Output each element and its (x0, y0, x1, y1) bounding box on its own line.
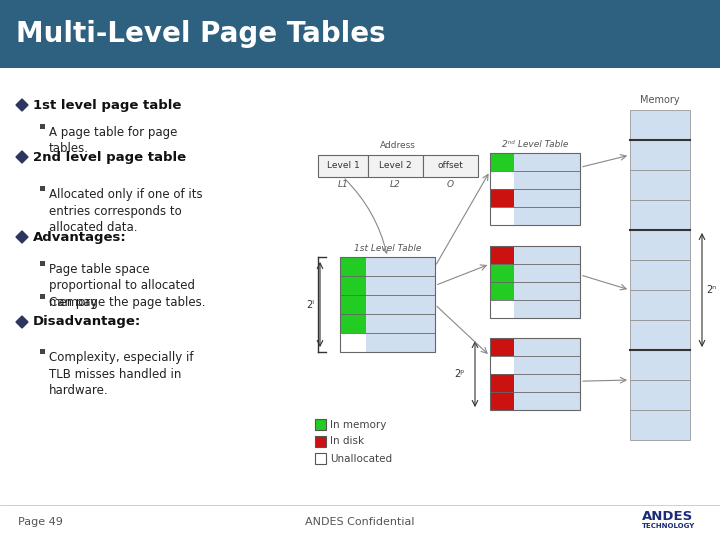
FancyBboxPatch shape (315, 453, 326, 464)
Text: offset: offset (438, 161, 464, 171)
Text: Page table space
proportional to allocated
memory: Page table space proportional to allocat… (49, 263, 195, 309)
FancyBboxPatch shape (630, 230, 690, 260)
FancyBboxPatch shape (490, 246, 514, 264)
FancyBboxPatch shape (514, 189, 580, 207)
FancyBboxPatch shape (340, 314, 366, 333)
FancyBboxPatch shape (490, 282, 514, 300)
FancyBboxPatch shape (490, 392, 514, 410)
FancyBboxPatch shape (40, 186, 45, 191)
Text: In memory: In memory (330, 420, 387, 429)
Text: ANDES Confidential: ANDES Confidential (305, 517, 415, 527)
FancyBboxPatch shape (630, 350, 690, 380)
FancyBboxPatch shape (315, 419, 326, 430)
Text: 2ˡ: 2ˡ (306, 300, 314, 309)
FancyBboxPatch shape (490, 374, 514, 392)
Text: Can page the page tables.: Can page the page tables. (49, 296, 205, 309)
FancyBboxPatch shape (340, 295, 366, 314)
Text: Advantages:: Advantages: (33, 231, 127, 244)
FancyBboxPatch shape (514, 300, 580, 318)
FancyBboxPatch shape (630, 380, 690, 410)
FancyBboxPatch shape (630, 290, 690, 320)
Text: Page 49: Page 49 (18, 517, 63, 527)
FancyBboxPatch shape (366, 257, 435, 276)
FancyBboxPatch shape (40, 260, 45, 266)
FancyBboxPatch shape (490, 189, 514, 207)
Text: 1st level page table: 1st level page table (33, 98, 181, 111)
FancyBboxPatch shape (630, 110, 690, 140)
FancyBboxPatch shape (514, 374, 580, 392)
Text: TECHNOLOGY: TECHNOLOGY (642, 523, 695, 529)
Text: 2nd level page table: 2nd level page table (33, 151, 186, 164)
FancyBboxPatch shape (514, 207, 580, 225)
Text: L2: L2 (390, 180, 400, 189)
FancyBboxPatch shape (0, 0, 720, 68)
FancyBboxPatch shape (514, 282, 580, 300)
Text: 2ᵖ: 2ᵖ (454, 369, 465, 379)
FancyBboxPatch shape (514, 246, 580, 264)
FancyBboxPatch shape (366, 295, 435, 314)
Text: Level 2: Level 2 (379, 161, 412, 171)
FancyBboxPatch shape (514, 338, 580, 356)
Text: O: O (446, 180, 454, 189)
Text: ANDES: ANDES (642, 510, 693, 523)
Polygon shape (16, 231, 28, 243)
Text: Level 1: Level 1 (327, 161, 359, 171)
Text: 2ⁿ: 2ⁿ (706, 285, 716, 295)
Text: 1st Level Table: 1st Level Table (354, 244, 421, 253)
FancyBboxPatch shape (40, 124, 45, 129)
Text: Unallocated: Unallocated (330, 454, 392, 463)
FancyBboxPatch shape (514, 392, 580, 410)
FancyBboxPatch shape (514, 356, 580, 374)
Text: Allocated only if one of its
entries corresponds to
allocated data.: Allocated only if one of its entries cor… (49, 188, 202, 234)
FancyBboxPatch shape (423, 155, 478, 177)
Text: Multi-Level Page Tables: Multi-Level Page Tables (16, 20, 386, 48)
FancyBboxPatch shape (315, 436, 326, 447)
FancyBboxPatch shape (40, 294, 45, 299)
FancyBboxPatch shape (630, 200, 690, 230)
FancyBboxPatch shape (40, 348, 45, 354)
Text: Address: Address (380, 141, 416, 150)
FancyBboxPatch shape (490, 264, 514, 282)
Polygon shape (16, 99, 28, 111)
Polygon shape (16, 151, 28, 163)
Text: Complexity, especially if
TLB misses handled in
hardware.: Complexity, especially if TLB misses han… (49, 351, 194, 397)
FancyBboxPatch shape (514, 171, 580, 189)
FancyBboxPatch shape (366, 276, 435, 295)
FancyBboxPatch shape (366, 314, 435, 333)
Polygon shape (16, 316, 28, 328)
FancyBboxPatch shape (490, 153, 514, 171)
FancyBboxPatch shape (630, 140, 690, 170)
FancyBboxPatch shape (630, 320, 690, 350)
FancyBboxPatch shape (630, 170, 690, 200)
Text: Disadvantage:: Disadvantage: (33, 315, 141, 328)
Text: A page table for page
tables.: A page table for page tables. (49, 126, 177, 156)
FancyBboxPatch shape (514, 153, 580, 171)
FancyBboxPatch shape (368, 155, 423, 177)
Text: Memory: Memory (640, 95, 680, 105)
FancyBboxPatch shape (514, 264, 580, 282)
FancyBboxPatch shape (340, 257, 366, 276)
Text: In disk: In disk (330, 436, 364, 447)
Text: L1: L1 (338, 180, 348, 189)
FancyBboxPatch shape (340, 276, 366, 295)
FancyBboxPatch shape (630, 410, 690, 440)
FancyBboxPatch shape (366, 333, 435, 352)
FancyBboxPatch shape (630, 260, 690, 290)
FancyBboxPatch shape (490, 338, 514, 356)
FancyBboxPatch shape (318, 155, 368, 177)
Text: 2ⁿᵈ Level Table: 2ⁿᵈ Level Table (502, 140, 568, 149)
